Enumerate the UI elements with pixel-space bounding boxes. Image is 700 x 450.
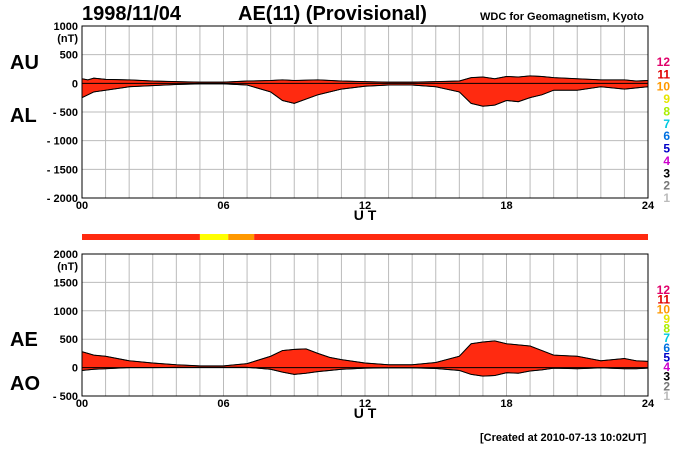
panel1-legend-item: 3: [663, 166, 670, 180]
panel2-legend-item: 8: [663, 322, 670, 336]
panel2-legend-item: 1: [663, 389, 670, 403]
station-bar-segment: [228, 234, 255, 240]
panel1-legend-item: 11: [657, 67, 670, 81]
panel2-legend-item: 12: [657, 283, 671, 297]
panel2-xtick-label: 06: [217, 398, 229, 410]
panel2-xtick-label: 18: [500, 398, 512, 410]
panel1-ytick-label: 0: [72, 78, 78, 90]
panel1-label-au: AU: [10, 52, 39, 74]
panel2-ytick-label: - 500: [53, 391, 78, 403]
panel1-legend-item: 7: [663, 117, 670, 131]
panel1-ytick-label: - 500: [53, 107, 78, 119]
panel2-x-axis-label: U T: [354, 405, 377, 421]
panel2-legend-item: 4: [663, 360, 670, 374]
panel1-legend-item: 1: [663, 191, 670, 205]
panel1-legend-item: 12: [657, 55, 671, 69]
panel2-unit-label: (nT): [57, 261, 78, 273]
panel1-series-line-au: [81, 75, 649, 83]
station-bar-segment: [254, 234, 649, 240]
panel1-legend-item: 8: [663, 104, 670, 118]
panel1-ytick-label: 1000: [54, 21, 78, 33]
panel1-legend-item: 2: [663, 179, 670, 193]
panel2-legend-item: 10: [657, 302, 671, 316]
panel1-xtick-label: 00: [76, 200, 88, 212]
panel1-xtick-label: 24: [642, 200, 655, 212]
panel1-unit-label: (nT): [57, 33, 78, 45]
panel1-xtick-label: 18: [500, 200, 512, 212]
station-bar-segment: [82, 234, 200, 240]
panel2-xtick-label: 12: [359, 398, 371, 410]
panel1-xtick-label: 12: [359, 200, 371, 212]
panel1-legend-item: 10: [657, 80, 671, 94]
panel2-xtick-label: 00: [76, 398, 88, 410]
panel1-x-axis-label: U T: [354, 207, 377, 223]
panel2-label-ae: AE: [10, 329, 38, 351]
panel2-frame: [81, 253, 649, 397]
panel2-legend-item: 11: [657, 293, 670, 307]
panel1-ytick-label: - 1500: [47, 164, 78, 176]
created-timestamp: [Created at 2010-07-13 10:02UT]: [480, 432, 647, 444]
chart-date: 1998/11/04: [82, 3, 181, 25]
panel1-legend-item: 6: [663, 129, 670, 143]
panel1-label-al: AL: [10, 105, 37, 127]
panel2-series-line-ae: [81, 340, 649, 367]
panel2-ytick-label: 1000: [54, 306, 78, 318]
panel1-xtick-label: 06: [217, 200, 229, 212]
panel2-xtick-label: 24: [642, 398, 655, 410]
panel1-ytick-label: - 1000: [47, 136, 78, 148]
panel1-frame: [81, 25, 649, 199]
panel2-ytick-label: 500: [60, 334, 78, 346]
station-bar-segment: [199, 234, 229, 240]
panel2-ytick-label: 0: [72, 363, 78, 375]
panel1-ytick-label: - 2000: [47, 193, 78, 205]
panel2-legend-item: 2: [663, 379, 670, 393]
panel2-legend-item: 9: [663, 312, 670, 326]
panel1-series-line-al: [81, 83, 649, 107]
chart-title: AE(11) (Provisional): [238, 3, 427, 25]
panel2-legend-item: 6: [663, 341, 670, 355]
panel2-ytick-label: 2000: [54, 249, 78, 261]
panel2-ytick-label: 1500: [54, 277, 78, 289]
panel2-legend-item: 5: [663, 350, 670, 364]
panel1-legend-item: 9: [663, 92, 670, 106]
panel1-ytick-label: 500: [60, 50, 78, 62]
panel2-legend-item: 7: [663, 331, 670, 345]
panel1-legend-item: 4: [663, 154, 670, 168]
panel1-legend-item: 5: [663, 142, 670, 156]
panel2-legend-item: 3: [663, 370, 670, 384]
source-label: WDC for Geomagnetism, Kyoto: [480, 11, 644, 23]
panel2-label-ao: AO: [10, 373, 40, 395]
